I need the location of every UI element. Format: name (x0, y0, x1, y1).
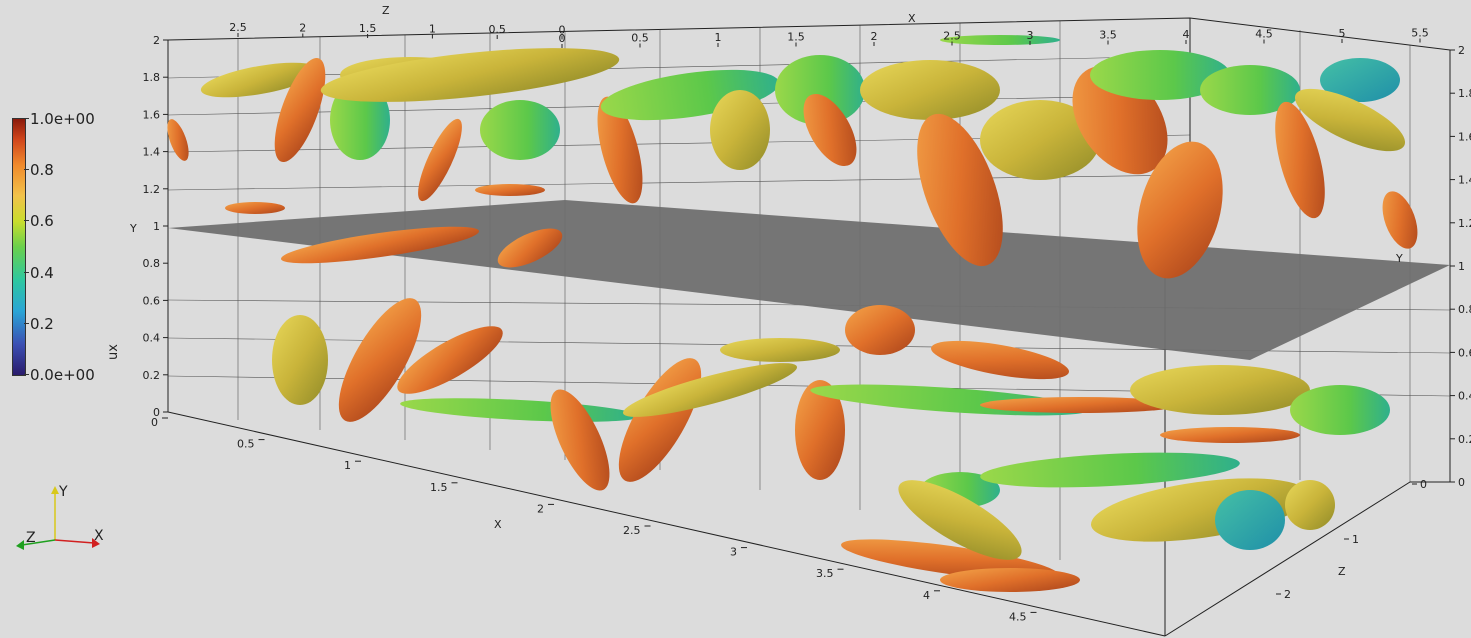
z-tick-label-top: 0 (559, 24, 566, 37)
y-tick-label-right: 0.6 (1458, 346, 1471, 359)
z-axis-top: 2.5 2 1.5 1 0.5 0 (229, 21, 566, 40)
z-axis-title-right: Z (1338, 565, 1346, 578)
x-tick-label-top: 0.5 (631, 32, 649, 45)
y-tick-label-right: 0.8 (1458, 303, 1471, 316)
z-tick-label-top: 0.5 (488, 23, 506, 36)
x-tick-label-top: 3 (1027, 29, 1034, 42)
z-axis-arrow (21, 539, 56, 546)
x-tick-label-front: 3 (730, 546, 737, 559)
z-axis-right: 0 1 2 (1276, 478, 1427, 601)
y-tick-label-right: 1.4 (1458, 174, 1471, 187)
y-tick-label-left: 0.2 (143, 369, 161, 382)
y-axis-title-right: Y (1395, 252, 1403, 265)
x-tick-label-front: 0 (151, 416, 158, 429)
z-tick-label-top: 2.5 (229, 21, 247, 34)
x-tick-label-front: 4 (923, 589, 930, 602)
z-tick-label-right: 2 (1284, 588, 1291, 601)
y-tick-label-left: 0.6 (143, 294, 161, 307)
z-tick-label-top: 2 (299, 22, 306, 35)
colorbar-title: ux (106, 344, 121, 360)
x-tick-label-top: 2.5 (943, 30, 961, 43)
x-tick-label-top: 5 (1339, 27, 1346, 40)
z-axis-title-top: Z (382, 4, 390, 17)
x-tick-label-top: 4 (1183, 28, 1190, 41)
y-tick-label-right: 0.4 (1458, 390, 1471, 403)
z-tick-label-right: 0 (1420, 478, 1427, 491)
z-tick-label-top: 1 (429, 23, 436, 36)
y-tick-label-left: 0.4 (143, 332, 161, 345)
y-tick-label-left: 0 (153, 406, 160, 419)
upper-vortices (167, 35, 1418, 279)
triad-y-label: Y (58, 484, 68, 500)
y-tick-label-right: 2 (1458, 44, 1465, 57)
x-tick-label-front: 2.5 (623, 524, 641, 537)
y-tick-label-left: 1.6 (143, 108, 161, 121)
colorbar-label: 0.2 (30, 315, 54, 333)
x-tick-label-front: 2 (537, 502, 544, 515)
color-legend: 1.0e+00 0.8 0.6 0.4 0.2 0.0e+00 ux (8, 110, 128, 384)
triad-x-label: X (94, 528, 104, 544)
x-axis-arrow (54, 539, 95, 544)
y-tick-label-left: 1.8 (143, 71, 161, 84)
y-tick-label-right: 1.2 (1458, 217, 1471, 230)
x-tick-label-top: 5.5 (1411, 27, 1429, 40)
y-axis-left: 0 0.2 0.4 0.6 0.8 1 1.2 1.4 1.6 1.8 2 (143, 34, 168, 419)
colorbar-label-max: 1.0e+00 (30, 110, 95, 128)
colorbar-label-min: 0.0e+00 (30, 366, 95, 384)
z-tick-label-top: 1.5 (359, 22, 377, 35)
mid-plane (168, 200, 1450, 360)
x-axis-title-front: X (494, 518, 502, 531)
y-tick-label-left: 1.2 (143, 183, 161, 196)
y-tick-label-left: 1 (153, 220, 160, 233)
x-axis-title-top: X (908, 12, 916, 25)
colorbar-label: 0.4 (30, 264, 54, 282)
y-tick-label-right: 0 (1458, 476, 1465, 489)
x-tick-label-top: 2 (871, 30, 878, 43)
y-tick-label-right: 1.8 (1458, 87, 1471, 100)
x-tick-label-front: 3.5 (816, 567, 834, 580)
triad-z-label: Z (26, 530, 36, 546)
colorbar-label: 0.6 (30, 212, 54, 230)
y-tick-label-left: 1.4 (143, 146, 161, 159)
x-tick-label-top: 3.5 (1099, 29, 1117, 42)
x-tick-label-front: 4.5 (1009, 610, 1027, 623)
x-tick-label-front: 0.5 (237, 438, 255, 451)
colorbar-gradient (12, 118, 26, 376)
y-axis-right: 0 0.2 0.4 0.6 0.8 1 1.2 1.4 1.6 1.8 2 (1450, 44, 1471, 489)
x-tick-label-front: 1 (344, 459, 351, 472)
lower-vortices (272, 226, 1390, 592)
y-tick-label-right: 0.2 (1458, 433, 1471, 446)
y-tick-label-right: 1.6 (1458, 130, 1471, 143)
y-tick-label-right: 1 (1458, 260, 1465, 273)
z-tick-label-right: 1 (1352, 533, 1359, 546)
orientation-axes: Y X Z (16, 484, 104, 550)
y-tick-label-left: 0.8 (143, 257, 161, 270)
colorbar-label: 0.8 (30, 161, 54, 179)
y-tick-label-left: 2 (153, 34, 160, 47)
y-axis-title-left: Y (129, 222, 137, 235)
x-tick-label-top: 4.5 (1255, 28, 1273, 41)
x-tick-label-top: 1 (715, 31, 722, 44)
x-axis-front: 0 0.5 1 1.5 2 2.5 3 3.5 4 4.5 (151, 416, 1037, 623)
x-tick-label-top: 1.5 (787, 31, 805, 44)
x-tick-label-front: 1.5 (430, 481, 448, 494)
